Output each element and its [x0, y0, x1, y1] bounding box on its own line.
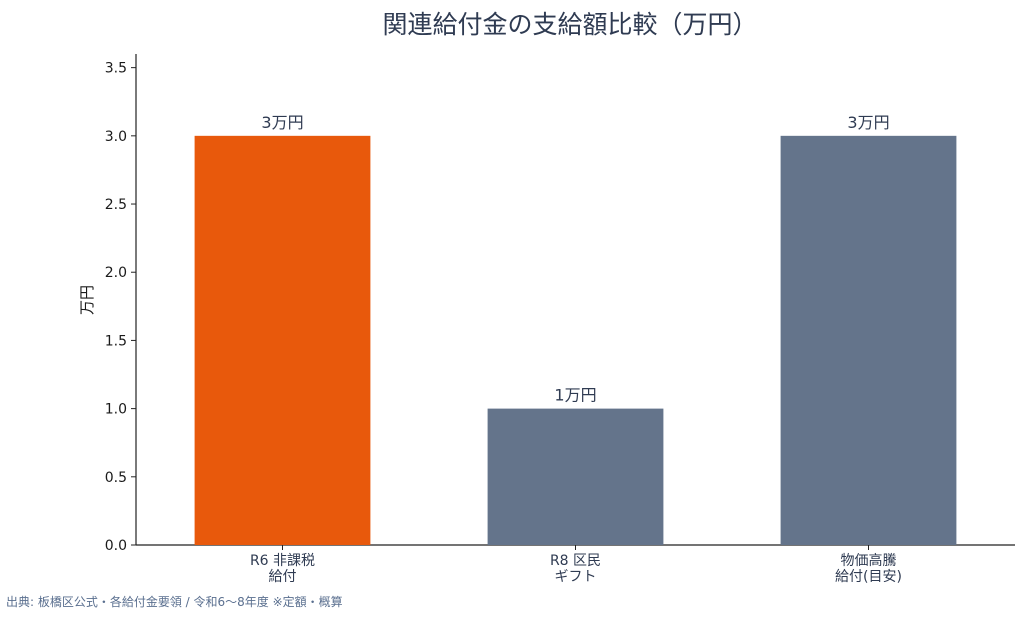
bar-value-label: 1万円: [554, 386, 596, 405]
bar: [194, 135, 371, 546]
y-tick-label: 0.0: [105, 538, 127, 554]
source-note: 出典: 板橋区公式・各給付金要領 / 令和6〜8年度 ※定額・概算: [6, 595, 343, 609]
bar-value-label: 3万円: [847, 113, 889, 132]
bar: [487, 408, 664, 545]
bar: [780, 135, 957, 546]
y-axis-label: 万円: [78, 285, 96, 315]
category-label: R6 非課税給付: [250, 553, 315, 585]
category-label: 物価高騰給付(目安): [835, 552, 902, 585]
category-label: R8 区民ギフト: [550, 553, 601, 585]
y-tick-label: 1.5: [105, 333, 127, 349]
y-tick-label: 1.0: [105, 402, 127, 418]
y-tick-label: 3.5: [105, 61, 127, 77]
y-tick-label: 0.5: [105, 470, 127, 486]
y-tick-label: 2.0: [105, 265, 127, 281]
chart-title: 関連給付金の支給額比較（万円）: [382, 10, 757, 39]
y-tick-label: 3.0: [105, 129, 127, 145]
data-labels: 3万円 1万円 3万円: [261, 113, 889, 405]
bar-value-label: 3万円: [261, 113, 303, 132]
category-labels: R6 非課税給付 R8 区民ギフト 物価高騰給付(目安): [250, 552, 902, 585]
y-tick-label: 2.5: [105, 197, 127, 213]
bars: [194, 135, 957, 546]
